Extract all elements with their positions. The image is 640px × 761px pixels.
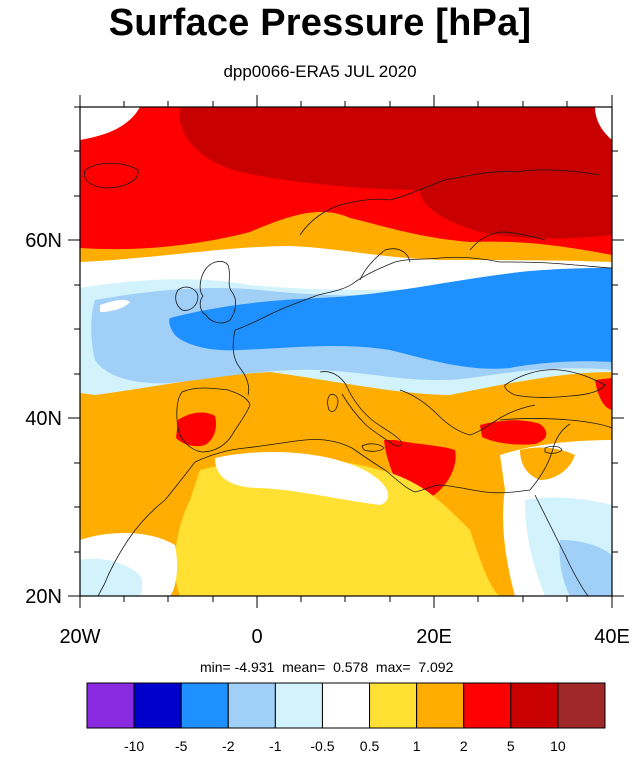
colorbar-tick-label: 10	[550, 738, 566, 754]
colorbar-box	[510, 682, 559, 729]
stat-mean-value: 0.578	[333, 659, 369, 675]
coast-italy	[319, 371, 402, 447]
field-blue-core	[169, 268, 612, 369]
pressure-field	[80, 107, 612, 596]
colorbar-box	[321, 682, 371, 729]
field-high-east	[595, 378, 612, 410]
coast-red-sea	[534, 494, 589, 596]
coast-cyprus	[544, 445, 563, 454]
colorbar-tick-label: -1	[269, 738, 282, 754]
coast-black-sea	[504, 369, 606, 398]
colorbar-box	[180, 682, 229, 729]
lat-label-20n: 20N	[25, 586, 62, 608]
lon-label-40e: 40E	[594, 626, 630, 648]
map-subtitle: dpp0066-ERA5 JUL 2020	[223, 62, 417, 81]
coast-atlantic-africa	[97, 461, 196, 596]
coast-finland	[469, 231, 546, 251]
coast-sicily	[361, 443, 385, 452]
plot-frame	[79, 106, 613, 597]
field-very-high-north	[179, 107, 612, 239]
coast-france	[232, 329, 250, 396]
coast-balkans	[399, 389, 536, 436]
colorbar-box	[133, 682, 182, 729]
coast-levant	[529, 423, 571, 491]
coast-continent	[234, 256, 612, 331]
field-statistics: min= -4.931 mean= 0.578 max= 7.092	[200, 659, 500, 675]
field-high-aegean	[480, 420, 547, 445]
lat-label-60n: 60N	[25, 230, 62, 252]
axis-ticks	[68, 95, 624, 608]
coast-anatolia	[499, 418, 612, 429]
stat-max-label: max=	[375, 659, 411, 675]
field-low-sahara	[174, 458, 500, 596]
colorbar-tick-label: 1	[412, 738, 421, 754]
coast-sardinia	[327, 394, 339, 412]
field-light-blue-east	[559, 540, 612, 596]
coast-iceland	[83, 162, 139, 189]
lon-label-0: 0	[251, 626, 262, 648]
field-neutral-sahara	[215, 452, 389, 505]
coast-iberia	[176, 387, 251, 453]
colorbar-box	[227, 682, 276, 729]
coast-ireland	[175, 286, 199, 311]
coastlines	[83, 162, 612, 596]
field-light-cyan-southwest	[80, 558, 143, 596]
stat-mean-label: mean=	[282, 659, 326, 675]
colorbar-tick-label: -5	[174, 738, 188, 754]
colorbar-tick-label: 5	[506, 738, 515, 754]
field-neutral-northeast	[595, 107, 612, 140]
colorbar-box	[463, 682, 512, 729]
colorbar-tick-label: 0.5	[359, 738, 380, 754]
coast-britain	[199, 260, 236, 324]
colorbar	[86, 682, 606, 729]
stat-min-label: min=	[200, 659, 231, 675]
coast-scandinavia	[299, 169, 601, 281]
lat-label-40n: 40N	[25, 408, 62, 430]
stat-min-value: -4.931	[234, 659, 275, 675]
lon-label-20e: 20E	[416, 626, 452, 648]
colorbar-tick-label: 2	[459, 738, 468, 754]
field-neutral-northwest	[80, 107, 140, 140]
coast-north-africa	[194, 439, 531, 494]
field-high-iberia	[176, 412, 216, 447]
colorbar-tick-label: -10	[123, 738, 145, 754]
colorbar-tick-label: -2	[222, 738, 235, 754]
map-title: Surface Pressure [hPa]	[108, 2, 532, 44]
colorbar-box	[416, 682, 465, 729]
colorbar-tick-label: -0.5	[310, 738, 335, 754]
colorbar-box	[369, 682, 418, 729]
colorbar-box	[274, 682, 323, 729]
colorbar-box	[557, 682, 606, 729]
stat-max-value: 7.092	[418, 659, 454, 675]
colorbar-box	[86, 682, 135, 729]
lon-label-20w: 20W	[59, 626, 100, 648]
field-neutral-sliver	[100, 299, 130, 312]
